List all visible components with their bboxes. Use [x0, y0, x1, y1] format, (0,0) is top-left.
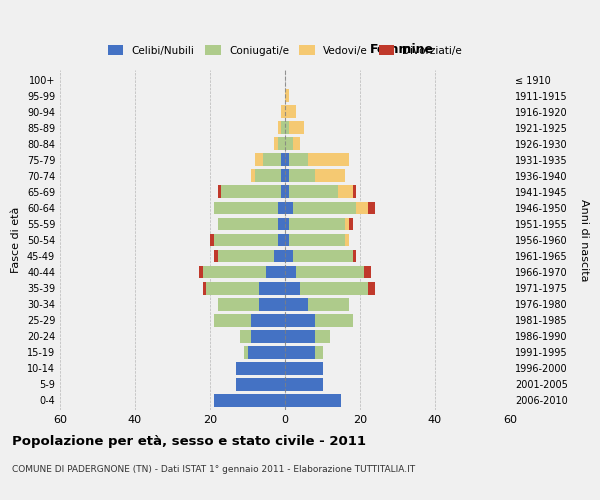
- Bar: [315, 346, 323, 358]
- Bar: [289, 234, 345, 246]
- Bar: [300, 282, 367, 294]
- Bar: [277, 218, 285, 230]
- Bar: [315, 314, 353, 326]
- Bar: [285, 314, 315, 326]
- Bar: [255, 154, 263, 166]
- Bar: [281, 122, 285, 134]
- Bar: [251, 314, 285, 326]
- Legend: Celibi/Nubili, Coniugati/e, Vedovi/e, Divorziati/e: Celibi/Nubili, Coniugati/e, Vedovi/e, Di…: [104, 41, 466, 60]
- Bar: [285, 202, 293, 214]
- Bar: [308, 154, 349, 166]
- Bar: [214, 314, 251, 326]
- Y-axis label: Fasce di età: Fasce di età: [11, 207, 21, 273]
- Bar: [251, 170, 255, 182]
- Bar: [285, 394, 341, 407]
- Bar: [285, 234, 289, 246]
- Bar: [259, 282, 285, 294]
- Bar: [285, 282, 300, 294]
- Bar: [289, 186, 337, 198]
- Bar: [337, 186, 353, 198]
- Bar: [315, 330, 330, 342]
- Bar: [266, 266, 285, 278]
- Bar: [199, 266, 203, 278]
- Bar: [281, 154, 285, 166]
- Bar: [315, 170, 345, 182]
- Bar: [285, 266, 296, 278]
- Bar: [214, 234, 277, 246]
- Bar: [293, 138, 300, 150]
- Bar: [349, 218, 353, 230]
- Bar: [214, 394, 285, 407]
- Bar: [259, 298, 285, 310]
- Bar: [255, 170, 281, 182]
- Bar: [289, 154, 308, 166]
- Bar: [274, 250, 285, 262]
- Bar: [345, 218, 349, 230]
- Bar: [289, 122, 304, 134]
- Bar: [218, 250, 274, 262]
- Bar: [248, 346, 285, 358]
- Bar: [236, 378, 285, 391]
- Bar: [356, 202, 367, 214]
- Bar: [285, 89, 289, 102]
- Bar: [353, 250, 356, 262]
- Bar: [285, 362, 323, 374]
- Bar: [285, 154, 289, 166]
- Bar: [353, 186, 356, 198]
- Bar: [293, 202, 356, 214]
- Bar: [263, 154, 281, 166]
- Bar: [277, 202, 285, 214]
- Bar: [308, 298, 349, 310]
- Bar: [281, 186, 285, 198]
- Bar: [285, 186, 289, 198]
- Bar: [293, 250, 353, 262]
- Bar: [285, 250, 293, 262]
- Bar: [203, 266, 266, 278]
- Bar: [221, 186, 281, 198]
- Y-axis label: Anni di nascita: Anni di nascita: [578, 198, 589, 281]
- Bar: [244, 346, 248, 358]
- Bar: [218, 298, 259, 310]
- Bar: [289, 218, 345, 230]
- Bar: [285, 298, 308, 310]
- Bar: [367, 282, 375, 294]
- Bar: [285, 218, 289, 230]
- Bar: [285, 346, 315, 358]
- Text: COMUNE DI PADERGNONE (TN) - Dati ISTAT 1° gennaio 2011 - Elaborazione TUTTITALIA: COMUNE DI PADERGNONE (TN) - Dati ISTAT 1…: [12, 465, 415, 474]
- Text: Femmine: Femmine: [370, 44, 434, 57]
- Bar: [274, 138, 277, 150]
- Bar: [277, 234, 285, 246]
- Bar: [203, 282, 206, 294]
- Bar: [277, 122, 281, 134]
- Bar: [218, 186, 221, 198]
- Bar: [289, 170, 315, 182]
- Bar: [251, 330, 285, 342]
- Bar: [367, 202, 375, 214]
- Bar: [240, 330, 251, 342]
- Bar: [285, 330, 315, 342]
- Bar: [206, 282, 259, 294]
- Bar: [285, 170, 289, 182]
- Bar: [285, 122, 289, 134]
- Bar: [296, 266, 364, 278]
- Bar: [281, 170, 285, 182]
- Bar: [285, 378, 323, 391]
- Bar: [214, 250, 218, 262]
- Bar: [285, 106, 296, 118]
- Bar: [277, 138, 285, 150]
- Bar: [214, 202, 277, 214]
- Bar: [345, 234, 349, 246]
- Bar: [364, 266, 371, 278]
- Text: Popolazione per età, sesso e stato civile - 2011: Popolazione per età, sesso e stato civil…: [12, 435, 366, 448]
- Bar: [210, 234, 214, 246]
- Bar: [285, 138, 293, 150]
- Bar: [218, 218, 277, 230]
- Bar: [236, 362, 285, 374]
- Bar: [281, 106, 285, 118]
